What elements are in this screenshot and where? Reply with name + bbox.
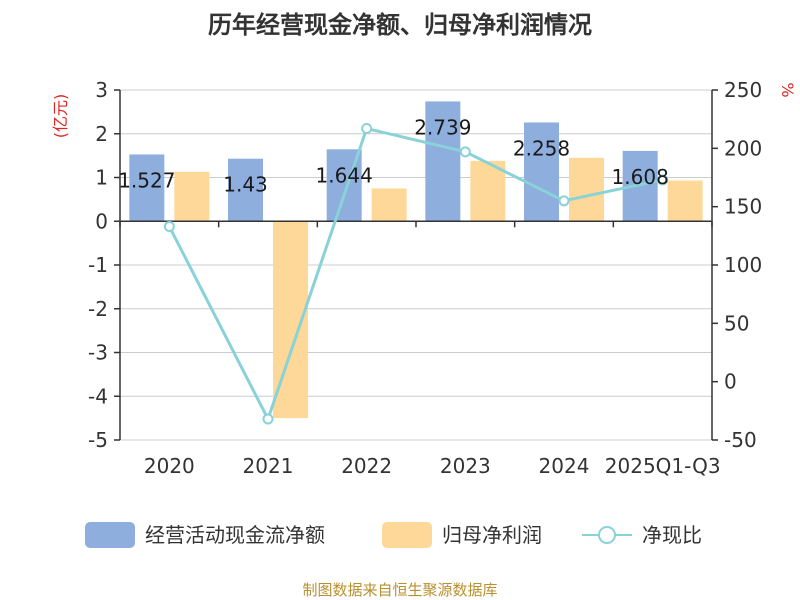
ratio-point-2024	[558, 195, 570, 207]
ratio-point-2023	[459, 146, 471, 158]
legend-item-cash[interactable]: 经营活动现金流净额	[85, 522, 325, 548]
ratio-polyline	[167, 126, 663, 423]
left-tick-label-3: 3	[95, 78, 108, 102]
bar-profit-2023	[470, 160, 506, 222]
x-tick-label-2024: 2024	[539, 454, 590, 478]
x-tick-label-2022: 2022	[341, 454, 392, 478]
left-tick-label--5: -5	[88, 428, 108, 452]
bar-profit-2022	[371, 188, 407, 222]
bar-profit-2020	[174, 171, 210, 222]
right-tick-label-100: 100	[724, 253, 762, 277]
legend-label-ratio: 净现比	[642, 523, 702, 547]
data-label-cash-2022: 1.644	[316, 163, 373, 187]
ratio-point-2025Q1-Q3	[657, 174, 669, 186]
left-tick-label--4: -4	[88, 384, 108, 408]
data-label-cash-2023: 2.739	[414, 115, 471, 139]
left-tick-label--2: -2	[88, 297, 108, 321]
data-label-cash-2021: 1.43	[223, 173, 268, 197]
x-tick-label-2025Q1-Q3: 2025Q1-Q3	[605, 454, 721, 478]
legend-swatch-cash	[85, 522, 135, 548]
right-tick-label-150: 150	[724, 195, 762, 219]
ratio-point-2020	[163, 221, 175, 232]
bars	[129, 101, 703, 419]
legend-swatch-ratio-marker	[598, 526, 616, 544]
right-tick-label--50: -50	[724, 428, 757, 452]
bar-cash-2023	[425, 101, 461, 222]
legend-label-cash: 经营活动现金流净额	[145, 523, 325, 547]
left-tick-label--3: -3	[88, 341, 108, 365]
data-label-cash-2024: 2.258	[513, 136, 570, 160]
x-tick-label-2023: 2023	[440, 454, 491, 478]
ratio-line	[163, 123, 669, 425]
right-tick-label-250: 250	[724, 78, 762, 102]
bar-cash-2020	[129, 154, 165, 222]
left-axis-unit: (亿元)	[51, 94, 70, 139]
left-tick-label-1: 1	[95, 166, 108, 190]
legend-label-profit: 归母净利润	[442, 523, 542, 547]
chart-title: 历年经营现金净额、归母净利润情况	[208, 11, 592, 39]
data-label-cash-2025Q1-Q3: 1.608	[612, 165, 669, 189]
left-axis-ticks: 3 2 1 0 -1 -2 -3 -4 -5	[88, 78, 120, 452]
ratio-point-2022	[361, 123, 373, 134]
left-tick-label-2: 2	[95, 122, 108, 146]
legend-swatch-profit	[382, 522, 432, 548]
right-tick-label-200: 200	[724, 136, 762, 160]
bar-profit-2025Q1-Q3	[667, 180, 703, 222]
bar-cash-2021	[228, 158, 263, 222]
left-tick-label--1: -1	[88, 253, 108, 277]
data-label-cash-2020: 1.527	[118, 168, 175, 192]
bar-cash-2024	[524, 122, 559, 222]
data-labels: 1.527 1.43 1.644 2.739 2.258 1.608	[118, 115, 669, 196]
right-tick-label-0: 0	[724, 370, 737, 394]
left-tick-label-0: 0	[95, 209, 108, 233]
ratio-point-2021	[262, 413, 274, 425]
x-tick-label-2021: 2021	[243, 454, 294, 478]
x-axis-ticks: 2020 2021 2022 2023 2024 2025Q1-Q3	[144, 454, 721, 478]
gridlines	[120, 89, 712, 441]
source-note: 制图数据来自恒生聚源数据库	[302, 581, 497, 599]
right-axis-unit: %	[778, 82, 797, 97]
legend-item-ratio[interactable]: 净现比	[582, 523, 702, 547]
right-axis-ticks: 250 200 150 100 50 0 -50	[712, 78, 762, 452]
x-tick-label-2020: 2020	[144, 454, 195, 478]
bar-profit-2024	[569, 157, 604, 222]
legend: 经营活动现金流净额 归母净利润 净现比	[85, 522, 702, 548]
right-tick-label-50: 50	[724, 311, 749, 335]
legend-item-profit[interactable]: 归母净利润	[382, 522, 542, 548]
